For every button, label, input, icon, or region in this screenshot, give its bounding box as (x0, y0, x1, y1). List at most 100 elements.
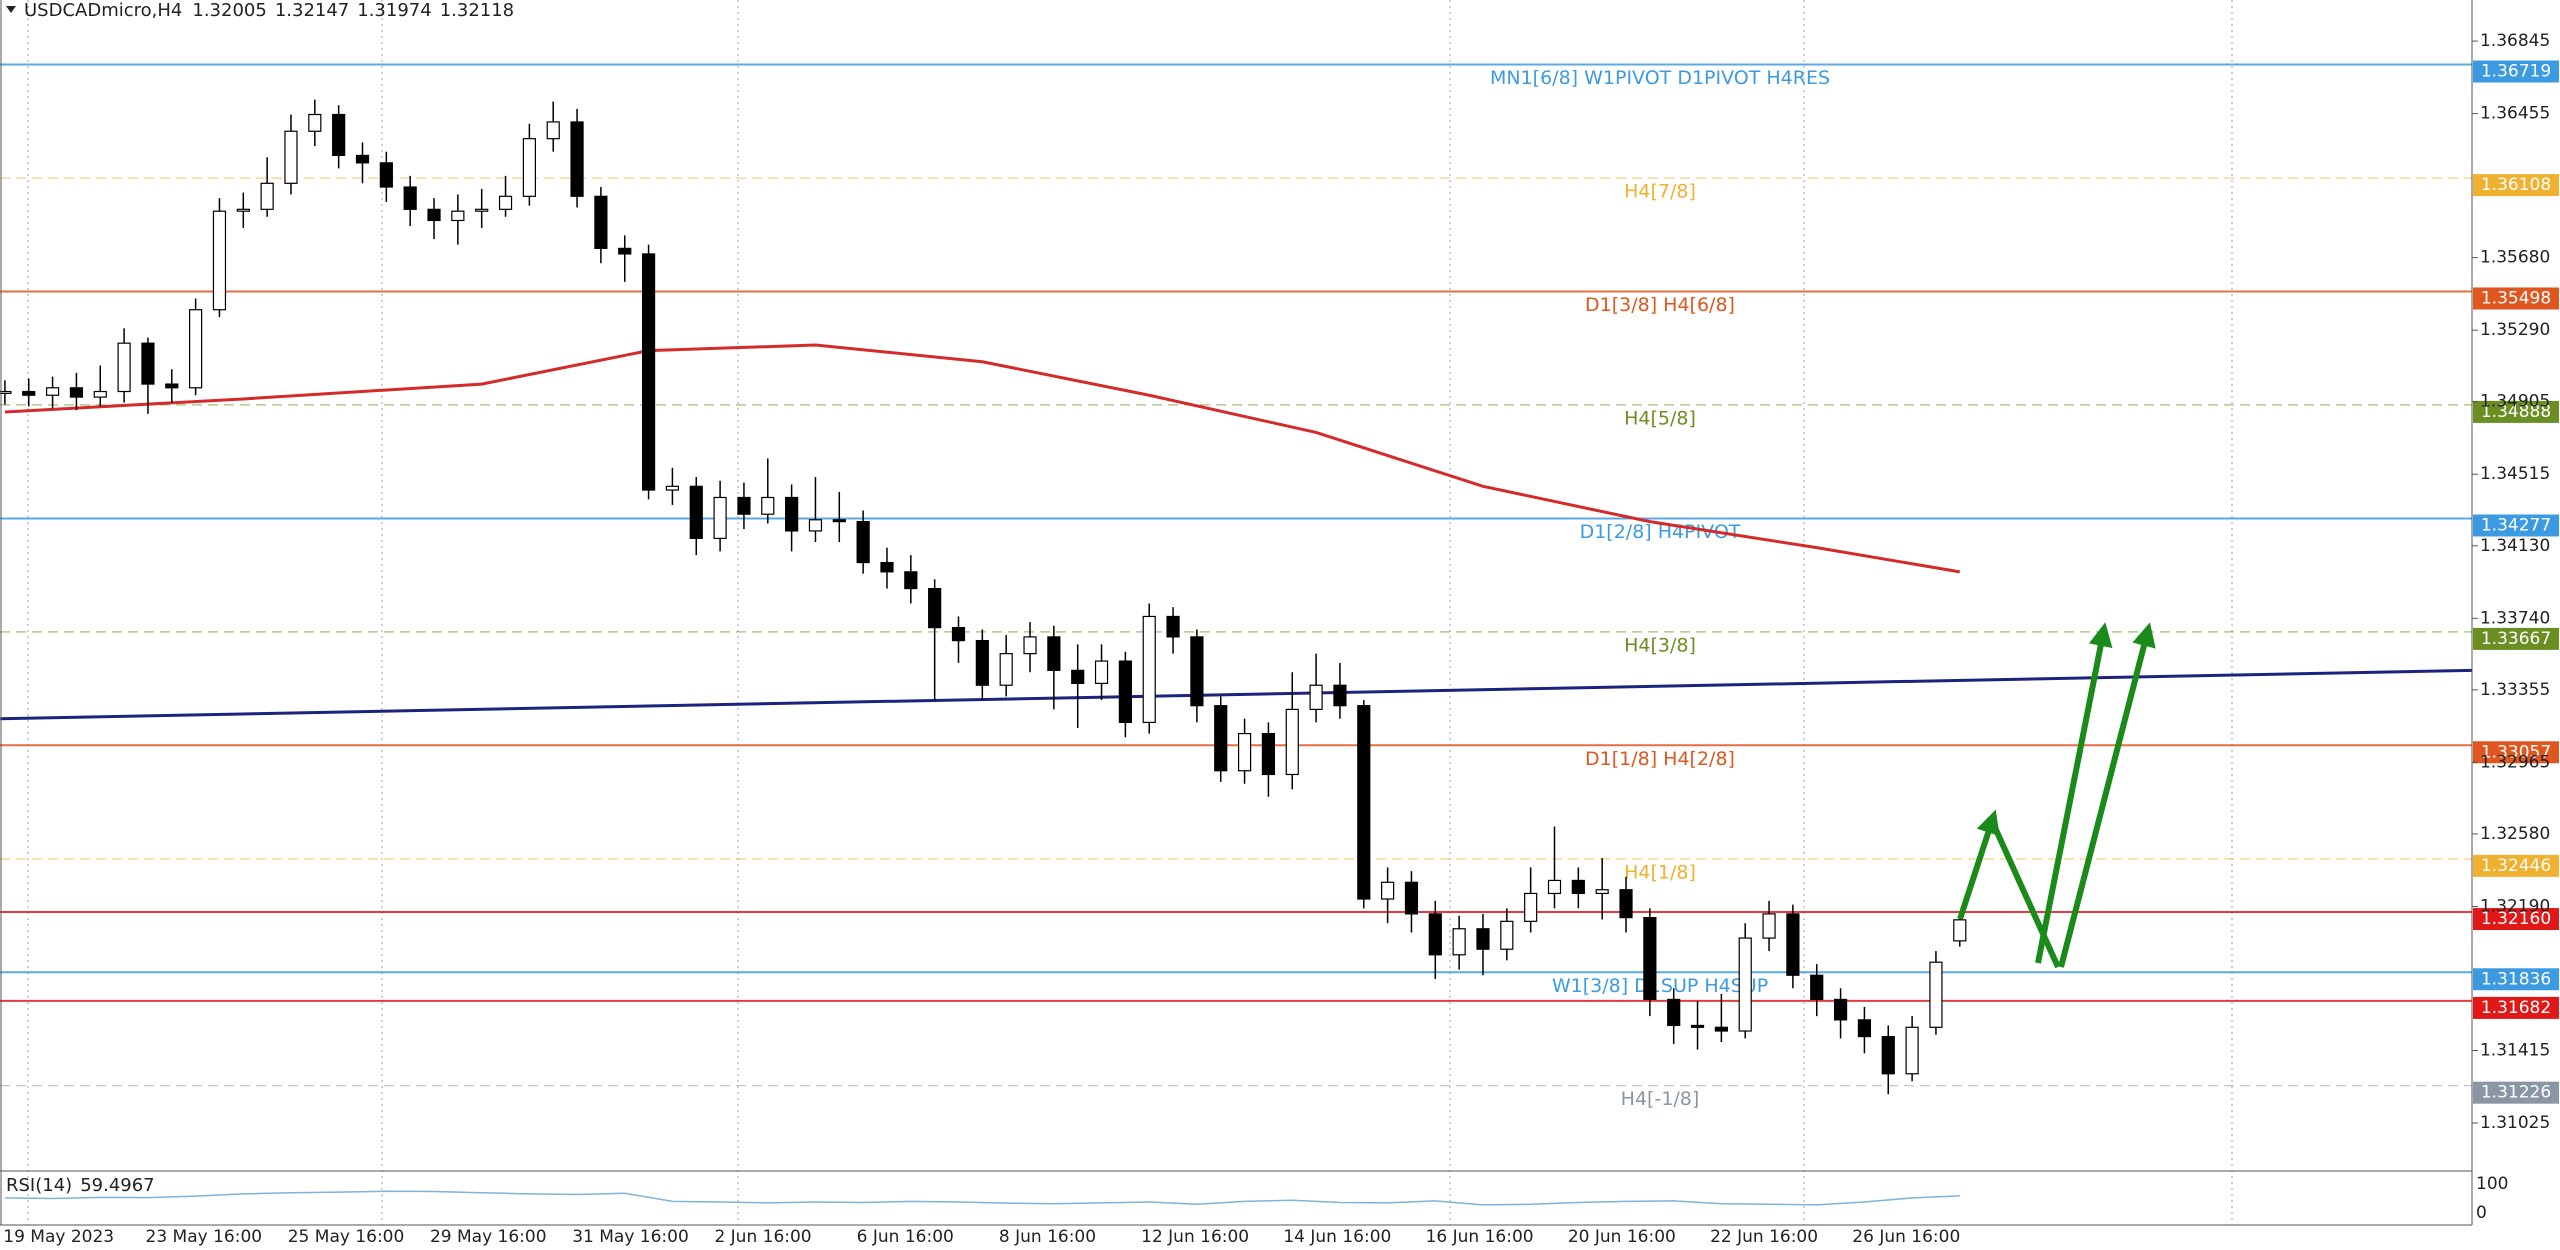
candle-body (308, 113, 322, 132)
candle-body (1833, 998, 1848, 1021)
x-tick-label: 8 Jun 16:00 (999, 1227, 1096, 1247)
x-tick-label: 2 Jun 16:00 (714, 1227, 811, 1247)
candle-body (641, 253, 656, 491)
symbol: USDCADmicro,H4 (24, 0, 182, 21)
candle-body (689, 485, 703, 539)
candle-body (1595, 889, 1609, 895)
candle-body (618, 247, 632, 255)
price-badge (2473, 627, 2559, 650)
vertical-grid (27, 0, 2233, 1225)
price-badge-label: 1.33667 (2481, 629, 2551, 649)
close: 1.32118 (440, 0, 514, 21)
candle-body (45, 387, 60, 396)
y-tick-label: 1.31415 (2480, 1041, 2550, 1061)
y-tick-label: 1.34905 (2480, 392, 2550, 412)
candle-body (570, 121, 584, 197)
candle-body (498, 195, 513, 210)
y-tick-label: 1.36455 (2480, 104, 2550, 124)
candle-body (904, 571, 918, 590)
candle-body (1524, 892, 1538, 922)
candles (0, 99, 1967, 1095)
x-tick-label: 25 May 16:00 (288, 1227, 405, 1247)
candle-body (236, 208, 250, 212)
candle-body (427, 208, 441, 222)
x-tick-label: 14 Jun 16:00 (1283, 1227, 1391, 1247)
price-badge-label: 1.33057 (2481, 742, 2551, 762)
header: USDCADmicro,H4 1.32005 1.32147 1.31974 1.321… (24, 0, 514, 21)
candle-body (260, 182, 274, 210)
menu-triangle (6, 6, 16, 13)
candle-body (1476, 928, 1490, 950)
candle-body (1929, 961, 1943, 1028)
candle-body (546, 121, 560, 140)
candle-body (1857, 1019, 1872, 1038)
candle-body (785, 496, 799, 532)
x-tick-label: 29 May 16:00 (430, 1227, 547, 1247)
candle-body (1500, 920, 1514, 950)
price-badge-label: 1.34277 (2481, 515, 2551, 535)
candle-body (1285, 708, 1299, 776)
y-tick-label: 1.33740 (2480, 608, 2550, 628)
candle-body (1261, 732, 1276, 776)
x-tick-label: 23 May 16:00 (146, 1227, 263, 1247)
candle-body (1690, 1024, 1705, 1028)
candle-body (665, 485, 680, 491)
candle-body (522, 138, 536, 197)
level-label: H4[1/8] (1624, 861, 1696, 883)
y-tick-label: 1.35680 (2480, 248, 2550, 268)
x-tick-label: 16 Jun 16:00 (1426, 1227, 1534, 1247)
price-badge (2473, 741, 2559, 764)
candle-body (999, 653, 1013, 686)
candle-body (1810, 974, 1824, 1001)
price-badge-label: 1.34888 (2481, 402, 2551, 422)
candle-body (332, 113, 346, 157)
x-tick-label: 31 May 16:00 (572, 1227, 689, 1247)
candle-body (1452, 928, 1466, 956)
candle-body (1166, 615, 1180, 638)
candle-body (1023, 636, 1037, 655)
y-tick-label: 1.35290 (2480, 320, 2550, 340)
candle-body (189, 309, 203, 389)
candle-body (165, 383, 179, 389)
price-badge (2473, 908, 2559, 931)
level-label: H4[3/8] (1624, 634, 1696, 656)
candle-body (1881, 1035, 1895, 1075)
candle-body (880, 561, 894, 573)
candle-body (1643, 917, 1657, 1001)
candle-body (1714, 1026, 1728, 1032)
candle-body (379, 162, 393, 188)
price-badge-label: 1.32160 (2481, 909, 2551, 929)
candle-body (22, 390, 36, 396)
price-badge (2473, 400, 2559, 423)
price-badge-label: 1.36108 (2481, 175, 2551, 195)
price-badge-label: 1.36719 (2481, 62, 2551, 82)
y-tick-label: 1.32190 (2480, 896, 2550, 916)
x-tick-label: 6 Jun 16:00 (857, 1227, 954, 1247)
candle-body (1047, 636, 1061, 671)
candle-body (451, 210, 465, 222)
rsi-title: RSI(14) (6, 1175, 72, 1196)
candle-body (69, 387, 84, 398)
candle-body (1428, 913, 1442, 956)
levels: MN1[6/8] W1PIVOT D1PIVOT H4RES 1.36719 H4[… (0, 60, 2559, 1110)
x-tick-label: 19 May 2023 (3, 1227, 114, 1247)
open: 1.32005 (192, 0, 266, 21)
low: 1.31974 (357, 0, 431, 21)
candle-body (1118, 660, 1132, 724)
level-label: H4[5/8] (1624, 407, 1696, 429)
price-badge (2473, 996, 2559, 1019)
y-tick-label: 1.34130 (2480, 536, 2550, 556)
candle-body (1667, 998, 1681, 1027)
high: 1.32147 (275, 0, 349, 21)
candle-body (808, 519, 823, 532)
candle-body (1094, 660, 1109, 684)
candle-body (1190, 636, 1204, 707)
candle-body (1404, 881, 1419, 915)
candle-body (1762, 913, 1776, 939)
candle-body (1619, 889, 1633, 919)
candle-body (1142, 615, 1156, 724)
candle-body (1381, 881, 1395, 900)
candle-body (93, 390, 107, 398)
candle-body (0, 390, 12, 394)
candle-body (975, 640, 989, 686)
